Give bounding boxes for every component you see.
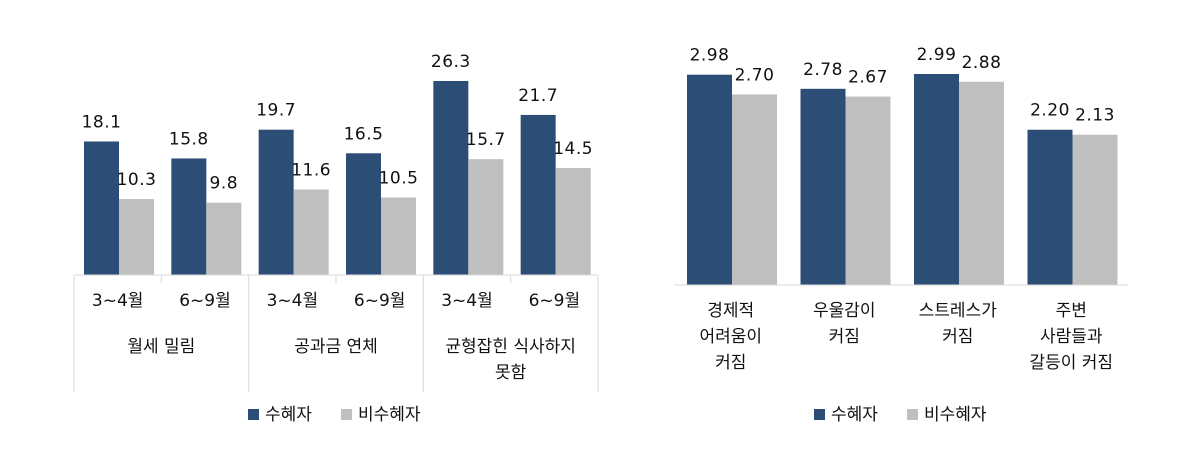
bar-recipient (258, 129, 294, 275)
x-tick-label: 커짐 (829, 327, 860, 347)
legend-label-non-recipient: 비수혜자 (924, 405, 987, 425)
bar-recipient (914, 74, 959, 285)
data-label-recipient: 18.1 (82, 112, 122, 132)
x-tick-label: 경제적 (707, 301, 754, 321)
data-label-recipient: 2.20 (1030, 101, 1070, 121)
data-label-recipient: 19.7 (256, 101, 296, 121)
data-label-recipient: 15.8 (169, 129, 209, 149)
group-label: 못함 (495, 363, 527, 383)
group-label: 공과금 연체 (294, 337, 378, 357)
x-tick-label: 스트레스가 (919, 301, 998, 321)
data-label-non-recipient: 10.5 (379, 169, 419, 189)
bar-non-recipient (845, 96, 891, 285)
bar-non-recipient (381, 197, 416, 275)
legend-swatch-recipient (814, 409, 825, 420)
bar-recipient (433, 81, 469, 275)
x-tick-label: 사람들과 (1040, 327, 1103, 347)
x-tick-label: 6~9월 (529, 291, 581, 311)
x-tick-label: 3~4월 (441, 291, 493, 311)
x-tick-label: 3~4월 (267, 291, 319, 311)
data-label-non-recipient: 14.5 (553, 139, 593, 159)
bar-recipient (1027, 129, 1073, 285)
bar-non-recipient (206, 202, 242, 275)
data-label-non-recipient: 2.13 (1075, 106, 1115, 126)
bar-recipient (520, 114, 556, 276)
x-tick-label: 갈등이 커짐 (1029, 353, 1113, 373)
bar-non-recipient (293, 189, 329, 275)
bar-recipient (84, 141, 119, 275)
bar-recipient (800, 88, 846, 285)
data-label-non-recipient: 9.8 (210, 174, 239, 194)
x-tick-label: 커짐 (942, 327, 973, 347)
data-label-recipient: 16.5 (344, 124, 384, 144)
bar-non-recipient (732, 94, 777, 286)
data-label-recipient: 2.78 (803, 60, 843, 80)
x-tick-label: 우울감이 (813, 301, 876, 321)
legend-label-non-recipient: 비수혜자 (358, 405, 421, 425)
bar-non-recipient (555, 168, 591, 275)
data-label-recipient: 21.7 (518, 86, 558, 106)
data-label-non-recipient: 15.7 (466, 130, 506, 150)
data-label-recipient: 2.99 (917, 45, 957, 65)
group-label: 균형잡힌 식사하지 (445, 337, 576, 357)
legend-swatch-non-recipient (341, 409, 352, 420)
bar-non-recipient (119, 199, 154, 275)
legend-label-recipient: 수혜자 (831, 405, 878, 425)
x-tick-label: 커짐 (715, 353, 746, 373)
x-tick-label: 주변 (1056, 301, 1087, 321)
data-label-non-recipient: 11.6 (291, 160, 331, 180)
bar-recipient (171, 158, 207, 275)
bar-non-recipient (959, 81, 1004, 285)
legend-swatch-non-recipient (907, 409, 918, 420)
legend-label-recipient: 수혜자 (265, 405, 312, 425)
bar-recipient (346, 153, 381, 275)
data-label-recipient: 2.98 (690, 46, 730, 66)
chart-left: 18.1 10.3 3~4월 15.8 9.8 6~9월 19.7 11.6 3~4월 16.5 1… (73, 52, 599, 425)
data-label-recipient: 26.3 (431, 52, 471, 72)
x-tick-label: 3~4월 (92, 291, 144, 311)
bar-non-recipient (1072, 134, 1118, 285)
data-label-non-recipient: 2.67 (848, 68, 888, 88)
legend-swatch-recipient (248, 409, 259, 420)
group-label: 월세 밀림 (127, 337, 195, 357)
data-label-non-recipient: 2.88 (962, 53, 1002, 73)
x-tick-label: 어려움이 (699, 327, 762, 347)
bar-recipient (687, 74, 732, 285)
data-label-non-recipient: 2.70 (735, 65, 775, 85)
data-label-non-recipient: 10.3 (117, 170, 157, 190)
bar-non-recipient (468, 159, 504, 275)
x-tick-label: 6~9월 (354, 291, 406, 311)
x-tick-label: 6~9월 (179, 291, 231, 311)
